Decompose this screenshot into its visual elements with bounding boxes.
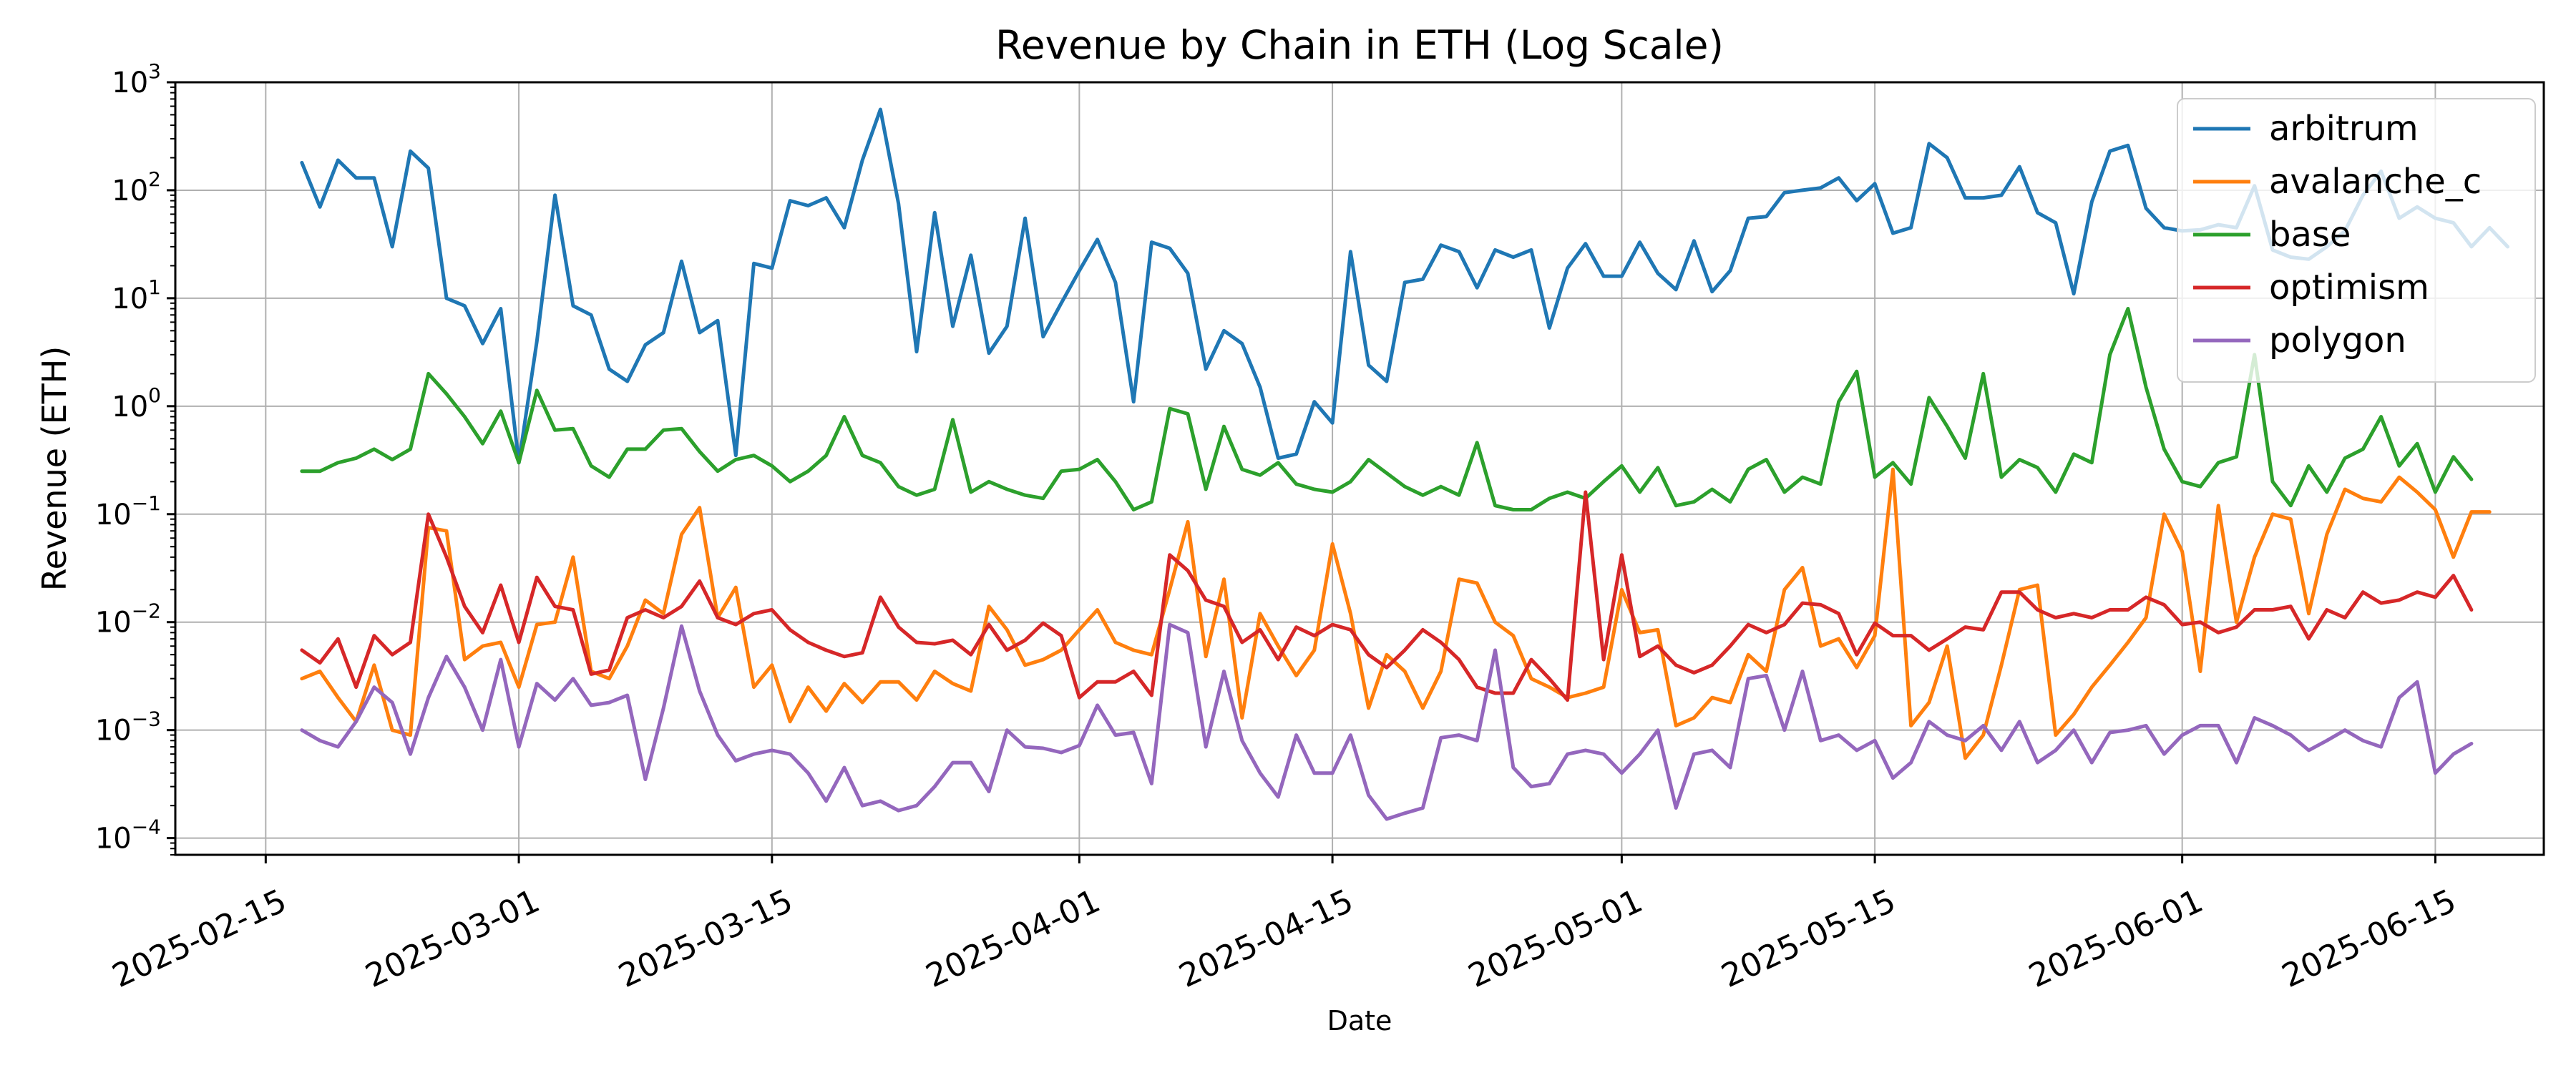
y-tick-label: 101 <box>112 275 161 315</box>
y-tick-label: 10−2 <box>95 599 161 640</box>
svg-text:10−3: 10−3 <box>95 707 161 748</box>
svg-text:100: 100 <box>112 383 161 423</box>
series-line-optimism <box>300 490 2474 702</box>
series-line-avalanche_c <box>300 467 2492 760</box>
legend-label-arbitrum: arbitrum <box>2269 109 2419 149</box>
svg-text:10−4: 10−4 <box>95 815 161 856</box>
series-layer <box>300 107 2509 821</box>
y-tick-label: 10−1 <box>95 491 161 531</box>
legend-label-avalanche_c: avalanche_c <box>2269 162 2482 202</box>
plot-frame <box>174 81 2545 856</box>
svg-text:103: 103 <box>112 59 161 99</box>
svg-text:10−2: 10−2 <box>95 599 161 640</box>
x-axis-label: Date <box>1327 1005 1392 1037</box>
legend-label-optimism: optimism <box>2269 268 2429 308</box>
y-tick-label: 10−3 <box>95 707 161 748</box>
series-line-arbitrum <box>300 107 2509 465</box>
legend-label-polygon: polygon <box>2269 320 2406 361</box>
y-tick-label: 10−4 <box>95 815 161 856</box>
series-line-polygon <box>300 622 2474 821</box>
svg-text:102: 102 <box>112 167 161 207</box>
legend-box <box>2177 98 2536 383</box>
series-line-base <box>300 307 2474 511</box>
svg-text:10−1: 10−1 <box>95 491 161 531</box>
y-tick-label: 103 <box>112 59 161 99</box>
y-axis-label: Revenue (ETH) <box>35 346 74 592</box>
y-tick-label: 102 <box>112 167 161 207</box>
y-tick-label: 100 <box>112 383 161 423</box>
svg-text:101: 101 <box>112 275 161 315</box>
legend-label-base: base <box>2269 215 2351 255</box>
chart-title: Revenue by Chain in ETH (Log Scale) <box>995 22 1724 68</box>
